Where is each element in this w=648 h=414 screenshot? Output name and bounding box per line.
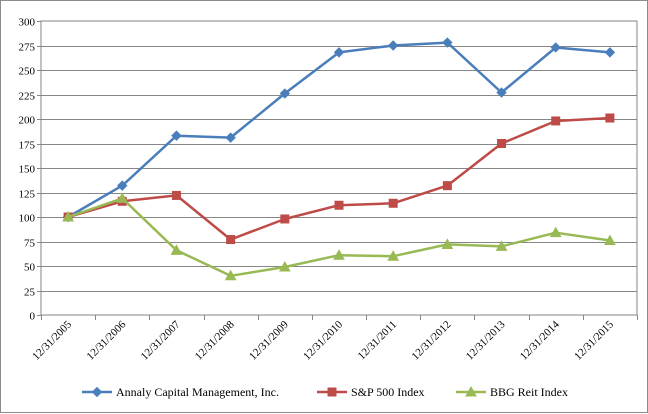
x-tick-label: 12/31/2005	[30, 318, 74, 362]
data-point-series-2	[497, 139, 507, 148]
data-point-series-2	[605, 113, 615, 123]
data-point-series-3	[333, 249, 345, 260]
data-point-series-2	[334, 200, 344, 210]
data-point-series-2	[171, 190, 181, 200]
x-tick-label: 12/31/2008	[193, 318, 237, 362]
data-point-series-3	[62, 210, 74, 222]
data-point-series-1	[117, 180, 128, 191]
data-point-series-1	[496, 87, 507, 98]
data-point-series-3	[224, 269, 237, 281]
y-tick-label: 150	[19, 164, 36, 176]
legend-marker-3	[465, 385, 477, 397]
data-point-series-3	[387, 250, 400, 261]
y-tick-label: 125	[19, 189, 36, 201]
x-tick-label: 12/31/2014	[518, 318, 562, 362]
data-point-series-3	[495, 240, 508, 251]
x-tick-label: 12/31/2010	[301, 318, 345, 362]
x-tick-label: 12/31/2011	[356, 319, 400, 363]
legend-label-2: S&P 500 Index	[351, 385, 425, 399]
data-point-series-1	[171, 130, 182, 141]
legend-marker-1	[91, 386, 103, 398]
data-point-series-2	[551, 116, 561, 126]
y-tick-label: 50	[24, 262, 36, 274]
y-tick-label: 0	[30, 311, 36, 323]
data-point-series-2	[226, 235, 236, 245]
x-tick-label: 12/31/2009	[247, 318, 291, 362]
x-tick-label: 12/31/2006	[84, 318, 128, 362]
data-point-series-2	[280, 214, 290, 224]
data-point-series-3	[441, 238, 454, 249]
x-tick-label: 12/31/2013	[464, 318, 508, 362]
y-tick-label: 275	[19, 42, 36, 54]
data-point-series-1	[387, 40, 399, 51]
y-tick-label: 225	[19, 91, 36, 103]
data-point-series-3	[116, 192, 129, 203]
data-point-series-1	[442, 37, 453, 48]
y-tick-label: 175	[19, 140, 36, 152]
y-tick-label: 200	[19, 115, 36, 127]
data-point-series-3	[549, 226, 562, 238]
legend-label-3: BBG Reit Index	[490, 385, 568, 399]
data-point-series-1	[225, 132, 236, 143]
y-tick-label: 100	[19, 213, 36, 225]
x-tick-label: 12/31/2007	[139, 318, 183, 362]
legend-marker-2	[327, 387, 337, 397]
data-point-series-3	[278, 260, 291, 272]
y-tick-label: 300	[19, 17, 36, 29]
legend-label-1: Annaly Capital Management, Inc.	[116, 385, 279, 399]
x-tick-label: 12/31/2015	[572, 318, 616, 362]
data-point-series-1	[550, 42, 561, 53]
data-point-series-3	[170, 244, 183, 255]
data-point-series-2	[442, 181, 452, 191]
data-point-series-1	[279, 88, 291, 99]
data-point-series-2	[388, 198, 398, 208]
data-point-series-1	[333, 47, 345, 58]
x-tick-label: 12/31/2012	[410, 319, 454, 363]
data-point-series-3	[604, 234, 616, 246]
y-tick-label: 25	[24, 287, 36, 299]
y-tick-label: 250	[19, 66, 36, 78]
y-tick-label: 75	[24, 238, 36, 250]
data-point-series-1	[604, 47, 616, 58]
